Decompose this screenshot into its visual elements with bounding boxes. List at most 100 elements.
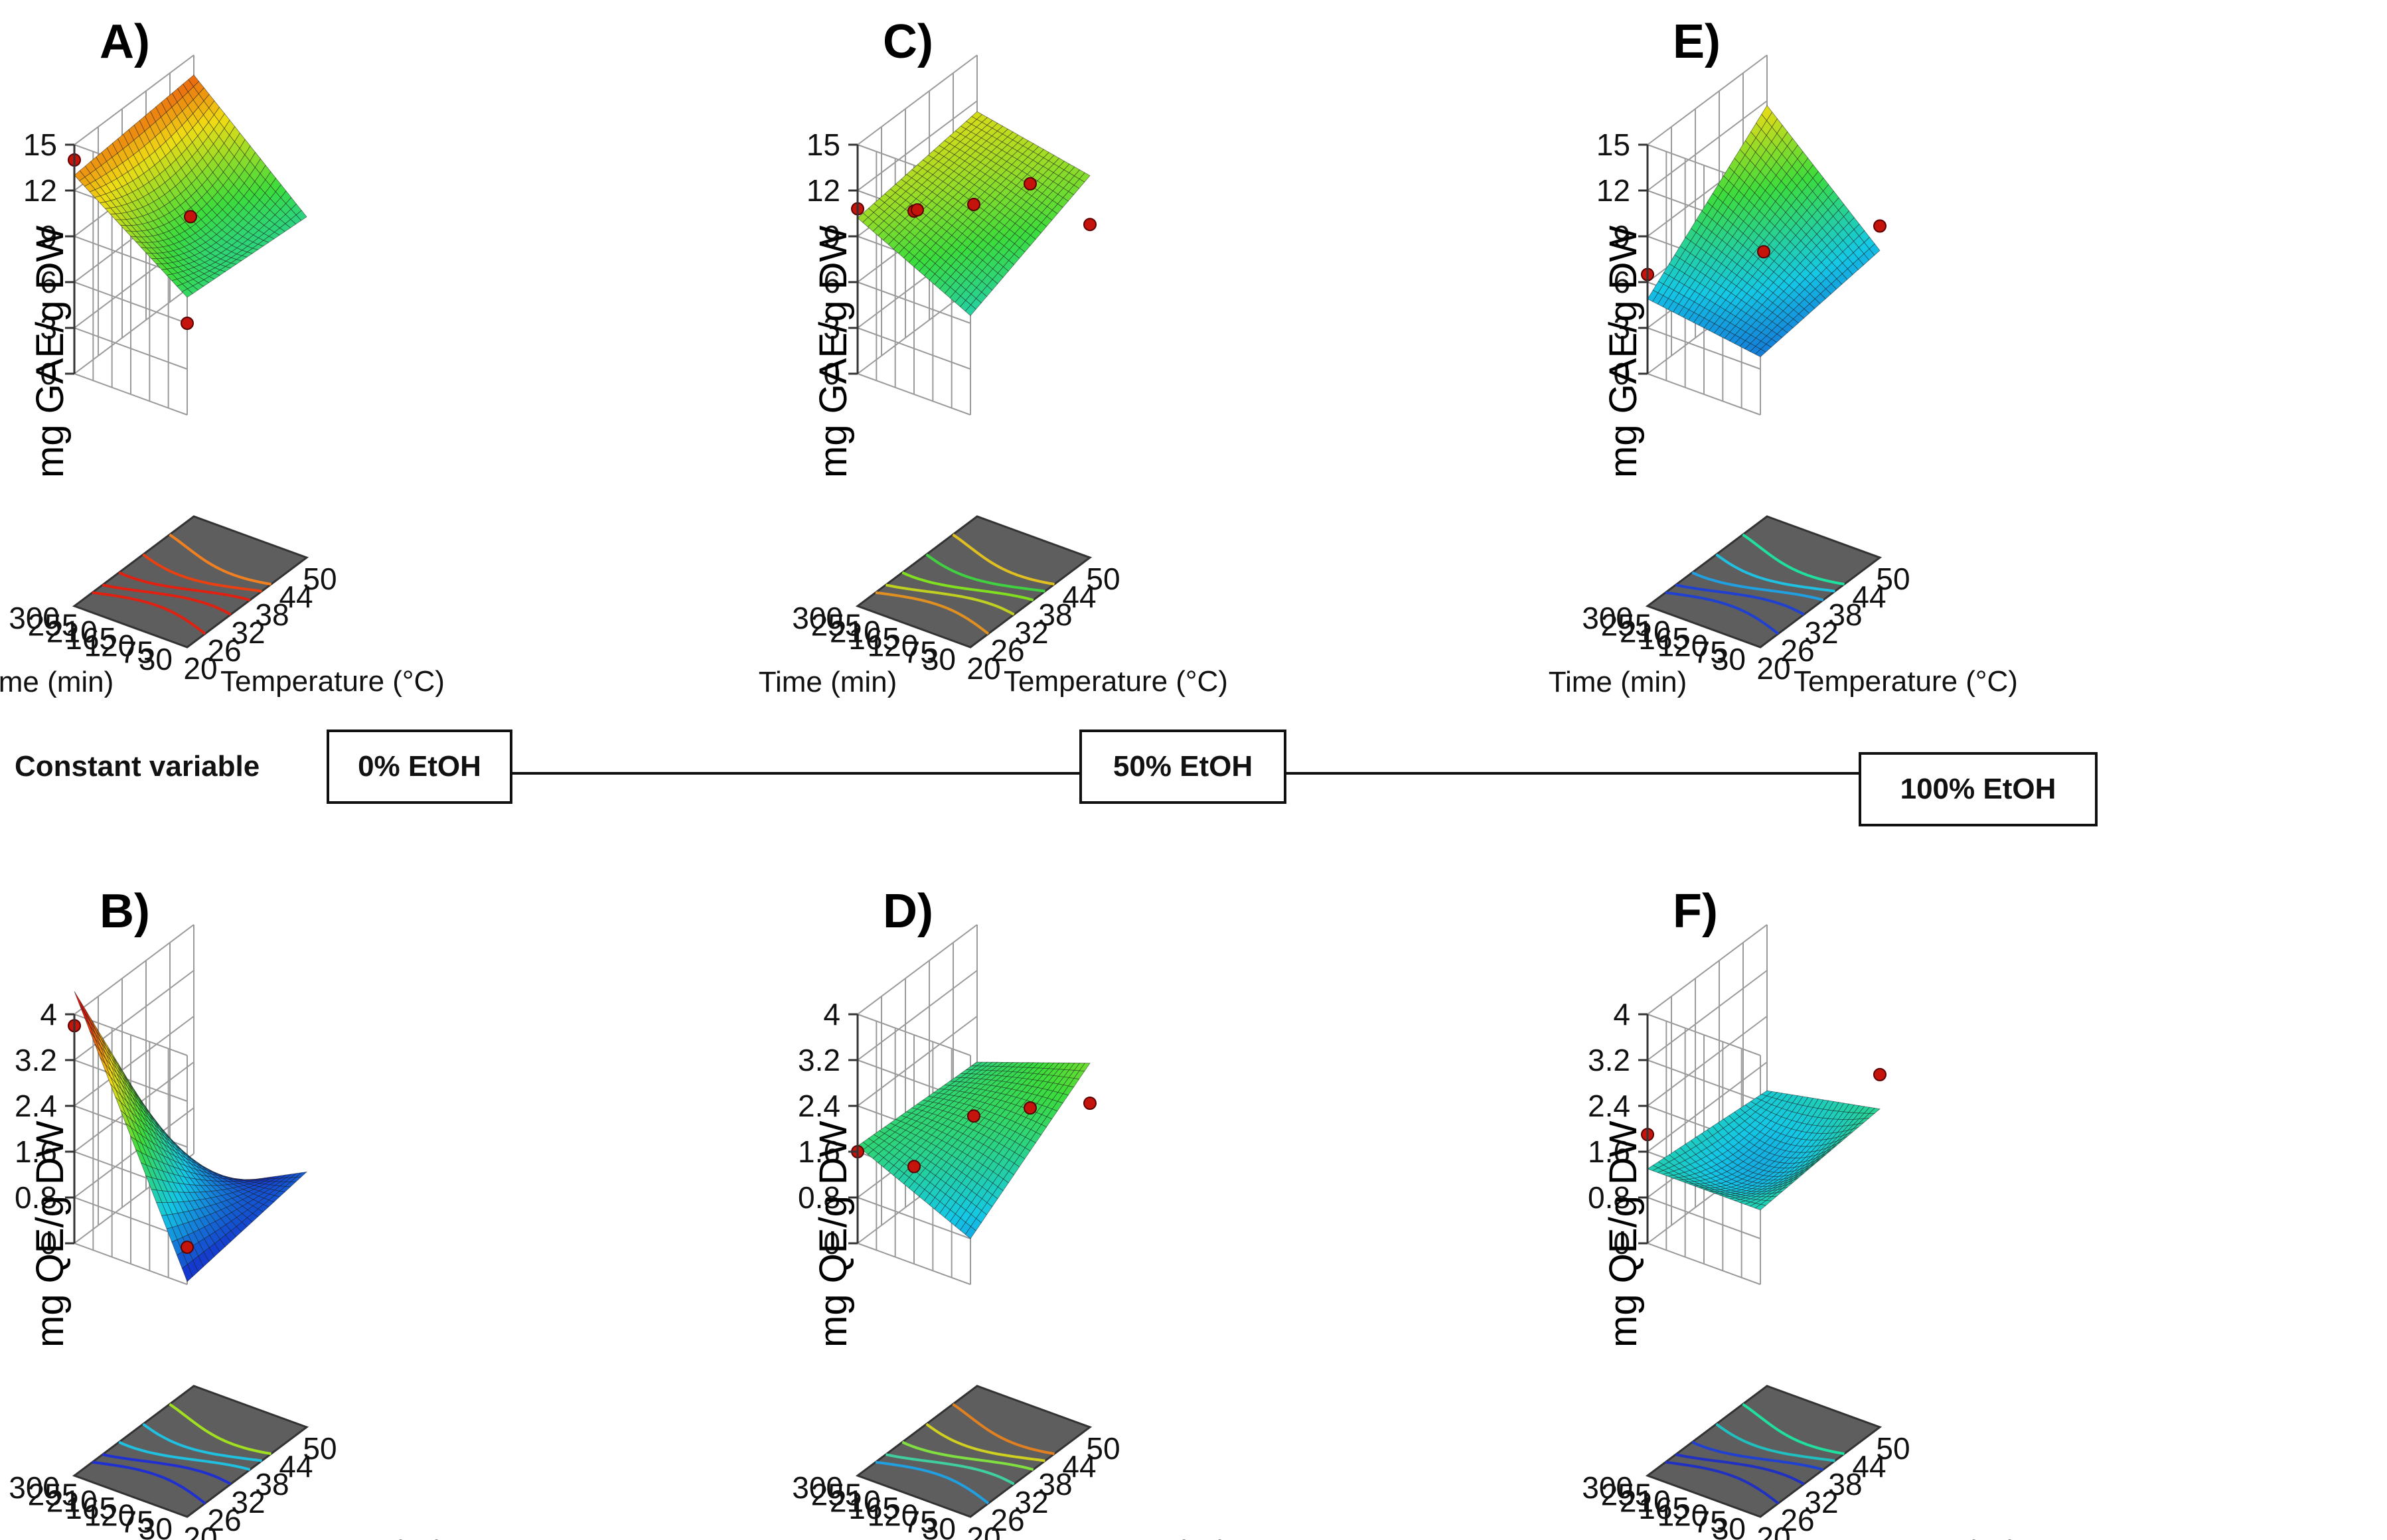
temperature-tick-label: 20 [966,651,1000,686]
time-tick-label: 75 [903,635,937,670]
temperature-tick-label: 32 [1804,615,1838,650]
floor-plane [855,1385,1093,1518]
z-tick-label: 3.2 [798,1043,840,1077]
temperature-axis-title: Temperature (°C) [220,1535,445,1540]
contour-line [952,1403,1055,1456]
contour-line [169,533,271,586]
z-tick-label: 6 [1613,265,1630,299]
temperature-tick-label: 20 [1756,651,1790,686]
time-tick-label: 300 [792,601,843,635]
contour-line [1665,1460,1780,1505]
temperature-tick-label: 38 [255,597,289,632]
z-tick-label: 9 [1613,219,1630,254]
temperature-tick-label: 38 [1038,1467,1072,1502]
temperature-axis-title: Temperature (°C) [1004,1535,1228,1540]
grid-line [74,1016,194,1107]
contour-line [92,1460,206,1505]
z-ticks: 0 0.8 1.6 2.4 3.2 4 [1588,997,1648,1261]
time-axis-title: Time (min) [759,666,897,698]
panel-B: 00.81.62.43.24202632384450Temperature (°… [0,870,797,1540]
z-tick-label: 15 [23,127,57,162]
y-axis-title: mg GAE/g DW [29,225,72,478]
y-axis-title: mg QE/g DW [29,1120,72,1348]
contour-line [925,553,1045,593]
contour-line [901,1440,1034,1471]
z-ticks: 0 0.8 1.6 2.4 3.2 4 [15,997,74,1261]
panel-C: 0 3 6 9 12 15 20 26 32 38 44 50 Temperature (°C) 30 75… [759,0,1580,698]
z-tick-label: 3 [823,311,840,345]
grid-line [1647,1061,1768,1152]
response-surface [857,1061,1091,1239]
contour-line [102,583,232,616]
z-tick-label: 1.6 [15,1134,57,1169]
response-surface [857,111,1091,317]
time-tick-label: 300 [1582,1470,1633,1505]
time-tick-label: 30 [1712,642,1746,676]
time-tick-label: 210 [830,615,881,649]
temperature-tick-label: 44 [279,579,313,614]
design-points [851,177,1097,232]
z-tick-label: 9 [40,219,57,254]
temperature-tick-label: 32 [1014,1485,1048,1519]
z-tick-label: 1.6 [1588,1134,1630,1169]
z-tick-label: 0.8 [1588,1180,1630,1215]
z-tick-label: 0 [823,356,840,391]
constant-variable-row: Constant variable 0% EtOH 50% EtOH 100% … [0,724,2387,826]
temperature-tick-label: 32 [231,615,265,650]
time-tick-label: 255 [1601,607,1652,642]
temperature-tick-label: 44 [279,1449,313,1484]
design-point [967,198,980,211]
time-axis-title: Time (min) [0,666,114,698]
time-tick-label: 210 [46,1484,98,1519]
contour-line [169,1403,271,1456]
temperature-tick-label: 26 [990,633,1024,668]
z-tick-label: 1.6 [798,1134,840,1169]
time-tick-label: 120 [84,1498,135,1532]
temperature-tick-label: 38 [1828,597,1862,632]
level-box-50: 50% EtOH [1079,730,1286,804]
surface-plot-B: 00.81.62.43.24202632384450Temperature (°… [0,924,445,1540]
response-surface [74,74,307,298]
z-tick-label: 3.2 [15,1043,57,1077]
panel-D: 00.81.62.43.24202632384450Temperature (°… [759,870,1580,1540]
panel-A: 0 3 6 9 12 15 20 26 32 38 44 50 Temperature (°C) 30 75… [0,0,797,698]
contour-line [1675,1453,1805,1486]
grid-line [1647,100,1768,191]
temperature-tick-label: 38 [1828,1467,1862,1502]
time-tick-label: 75 [119,1505,153,1539]
grid-line [74,283,194,374]
response-surface [74,991,308,1282]
z-tick-label: 2.4 [798,1089,840,1123]
contour-line [118,571,251,601]
contour-line [1665,591,1780,635]
panel-label: F) [1673,885,1718,938]
z-tick-label: 15 [807,127,840,162]
panel-label: A) [100,15,150,68]
z-tick-label: 9 [823,219,840,254]
z-ticks: 0 3 6 9 12 15 [1596,127,1648,391]
level-box-100: 100% EtOH [1859,752,2098,826]
surface-cell [1754,1203,1767,1211]
time-tick-label: 255 [28,1477,79,1511]
z-tick-label: 3 [1613,311,1630,345]
time-tick-label: 165 [848,621,899,656]
time-tick-label: 120 [1657,1498,1709,1532]
contour-line [925,1423,1045,1462]
surface-cell [964,1226,976,1239]
time-tick-label: 75 [903,1505,937,1539]
temperature-tick-label: 26 [990,1503,1024,1537]
contour-line [875,591,990,635]
time-tick-label: 120 [868,1498,919,1532]
design-point [1024,177,1037,191]
contour-line [1742,1403,1845,1456]
contour-line [952,533,1055,586]
time-tick-label: 75 [1693,1505,1727,1539]
time-tick-label: 210 [830,1484,881,1519]
temperature-axis-title: Temperature (°C) [1794,1535,2018,1540]
